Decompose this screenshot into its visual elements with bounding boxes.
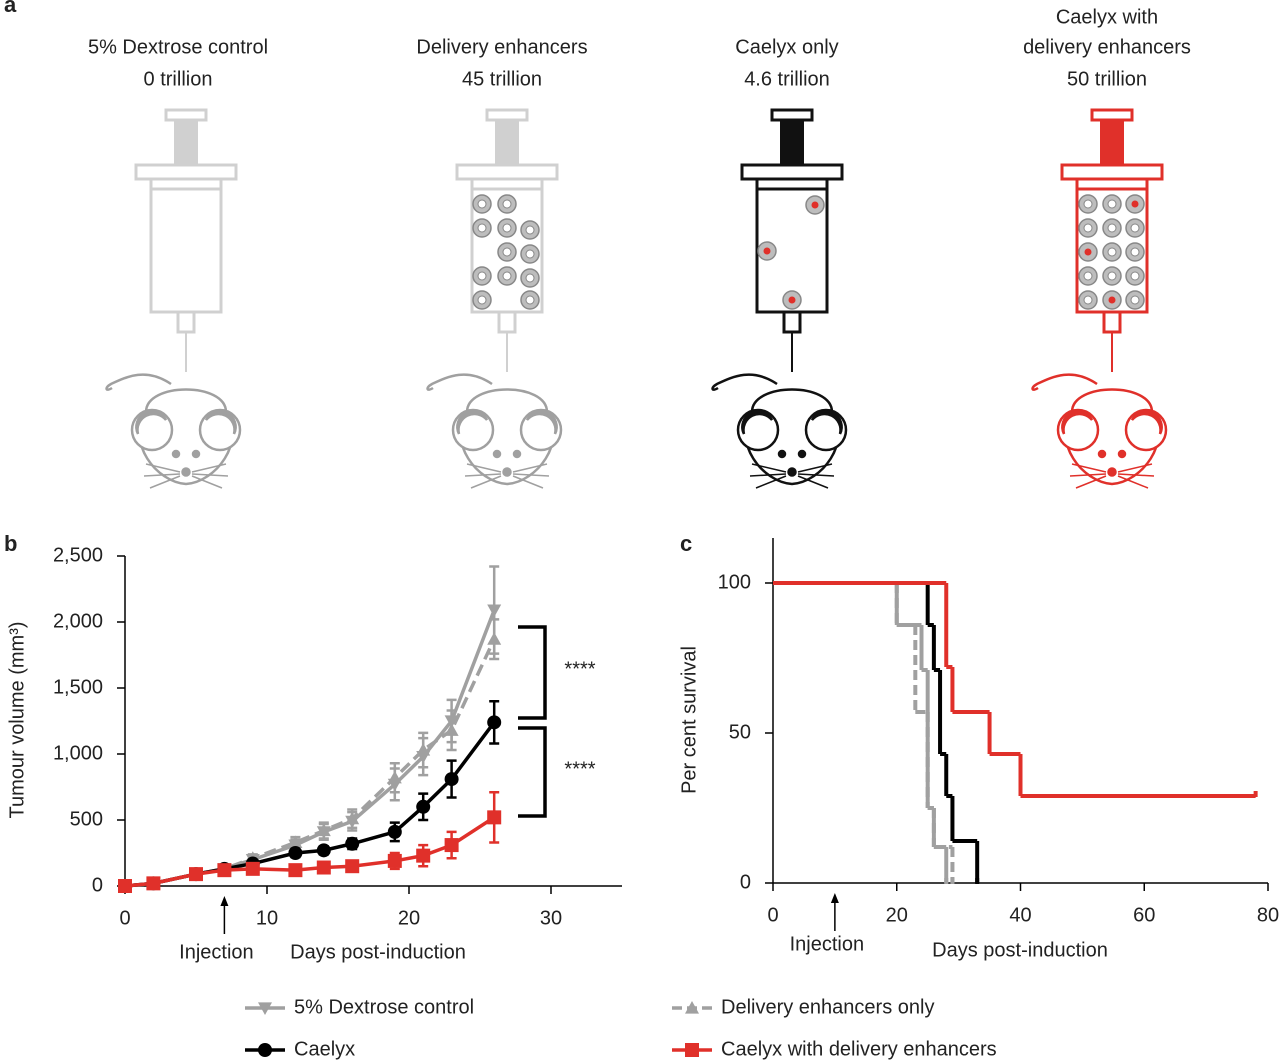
group-dose: 50 trillion — [1067, 68, 1147, 90]
group-dose: 45 trillion — [462, 68, 542, 90]
syringe — [740, 108, 844, 374]
marker — [146, 876, 161, 891]
group-label: delivery enhancers — [1023, 36, 1191, 58]
marker — [487, 632, 502, 645]
y-tick-label: 100 — [718, 571, 751, 593]
y-tick-label: 1,500 — [53, 676, 103, 698]
y-tick-label: 50 — [729, 721, 751, 743]
marker — [345, 811, 360, 825]
x-tick-label: 0 — [767, 904, 778, 926]
arrow-head — [220, 896, 229, 906]
series-line — [124, 721, 496, 888]
group-dose: 4.6 trillion — [744, 68, 830, 90]
marker — [316, 823, 331, 837]
marker — [189, 867, 203, 882]
annotation: **** — [564, 658, 595, 680]
syringe — [134, 108, 238, 374]
y-axis-label: Per cent survival — [678, 646, 700, 794]
y-tick-label: 2,000 — [53, 610, 103, 632]
marker — [217, 863, 232, 878]
syringe — [455, 108, 559, 374]
group-label: 5% Dextrose control — [88, 36, 268, 58]
marker — [444, 723, 459, 736]
x-tick-label: 10 — [256, 907, 278, 929]
marker — [685, 1043, 699, 1057]
marker — [316, 843, 331, 858]
marker — [387, 770, 402, 784]
significance-bracket — [518, 625, 547, 818]
y-axis-label: Tumour volume (mm³) — [6, 621, 28, 818]
marker — [316, 860, 331, 875]
marker — [487, 604, 502, 618]
annotation: **** — [564, 758, 595, 780]
marker — [387, 853, 402, 868]
marker — [444, 838, 459, 853]
marker — [288, 835, 303, 849]
x-axis-label: Days post-induction — [290, 941, 466, 963]
mouse — [426, 373, 563, 490]
mouse — [105, 373, 242, 490]
x-axis-label: Days post-induction — [932, 939, 1108, 961]
x-tick-label: 20 — [398, 907, 420, 929]
mouse — [1031, 373, 1168, 490]
marker — [416, 799, 431, 814]
arrow-head — [830, 893, 839, 903]
marker — [487, 810, 502, 825]
marker — [387, 824, 402, 839]
x-tick-label: 60 — [1133, 904, 1155, 926]
panel-label: a — [4, 0, 17, 17]
marker — [258, 1002, 272, 1015]
panel-label: b — [4, 531, 17, 556]
group-label: Caelyx with — [1056, 6, 1158, 28]
x-tick-label: 80 — [1257, 904, 1279, 926]
y-tick-label: 500 — [70, 808, 103, 830]
x-tick-label: 30 — [540, 907, 562, 929]
marker — [416, 848, 431, 863]
marker — [487, 715, 502, 730]
legend-label: Delivery enhancers only — [721, 996, 934, 1018]
marker — [258, 1043, 272, 1057]
marker — [288, 846, 303, 860]
x-tick-label: 20 — [886, 904, 908, 926]
y-tick-label: 0 — [92, 874, 103, 896]
injection-label: Injection — [790, 933, 865, 955]
x-tick-label: 0 — [119, 907, 130, 929]
marker — [685, 1001, 699, 1014]
y-tick-label: 0 — [740, 871, 751, 893]
syringe — [1060, 108, 1164, 374]
marker — [118, 879, 132, 893]
mouse — [711, 373, 848, 490]
legend-label: Caelyx — [294, 1038, 355, 1060]
y-tick-label: 1,000 — [53, 742, 103, 764]
marker — [444, 772, 459, 787]
x-tick-label: 40 — [1009, 904, 1031, 926]
group-label: Caelyx only — [735, 36, 838, 58]
y-tick-label: 2,500 — [53, 544, 103, 566]
panel-label: c — [680, 531, 692, 556]
marker — [345, 836, 360, 851]
marker — [345, 859, 360, 874]
legend-label: Caelyx with delivery enhancers — [721, 1038, 997, 1060]
group-label: Delivery enhancers — [416, 36, 587, 58]
group-dose: 0 trillion — [144, 68, 213, 90]
series-line — [124, 609, 496, 888]
marker — [288, 863, 303, 878]
legend-label: 5% Dextrose control — [294, 996, 474, 1018]
particles — [472, 194, 1145, 310]
marker — [416, 743, 431, 756]
marker — [245, 861, 260, 876]
injection-label: Injection — [179, 941, 254, 963]
